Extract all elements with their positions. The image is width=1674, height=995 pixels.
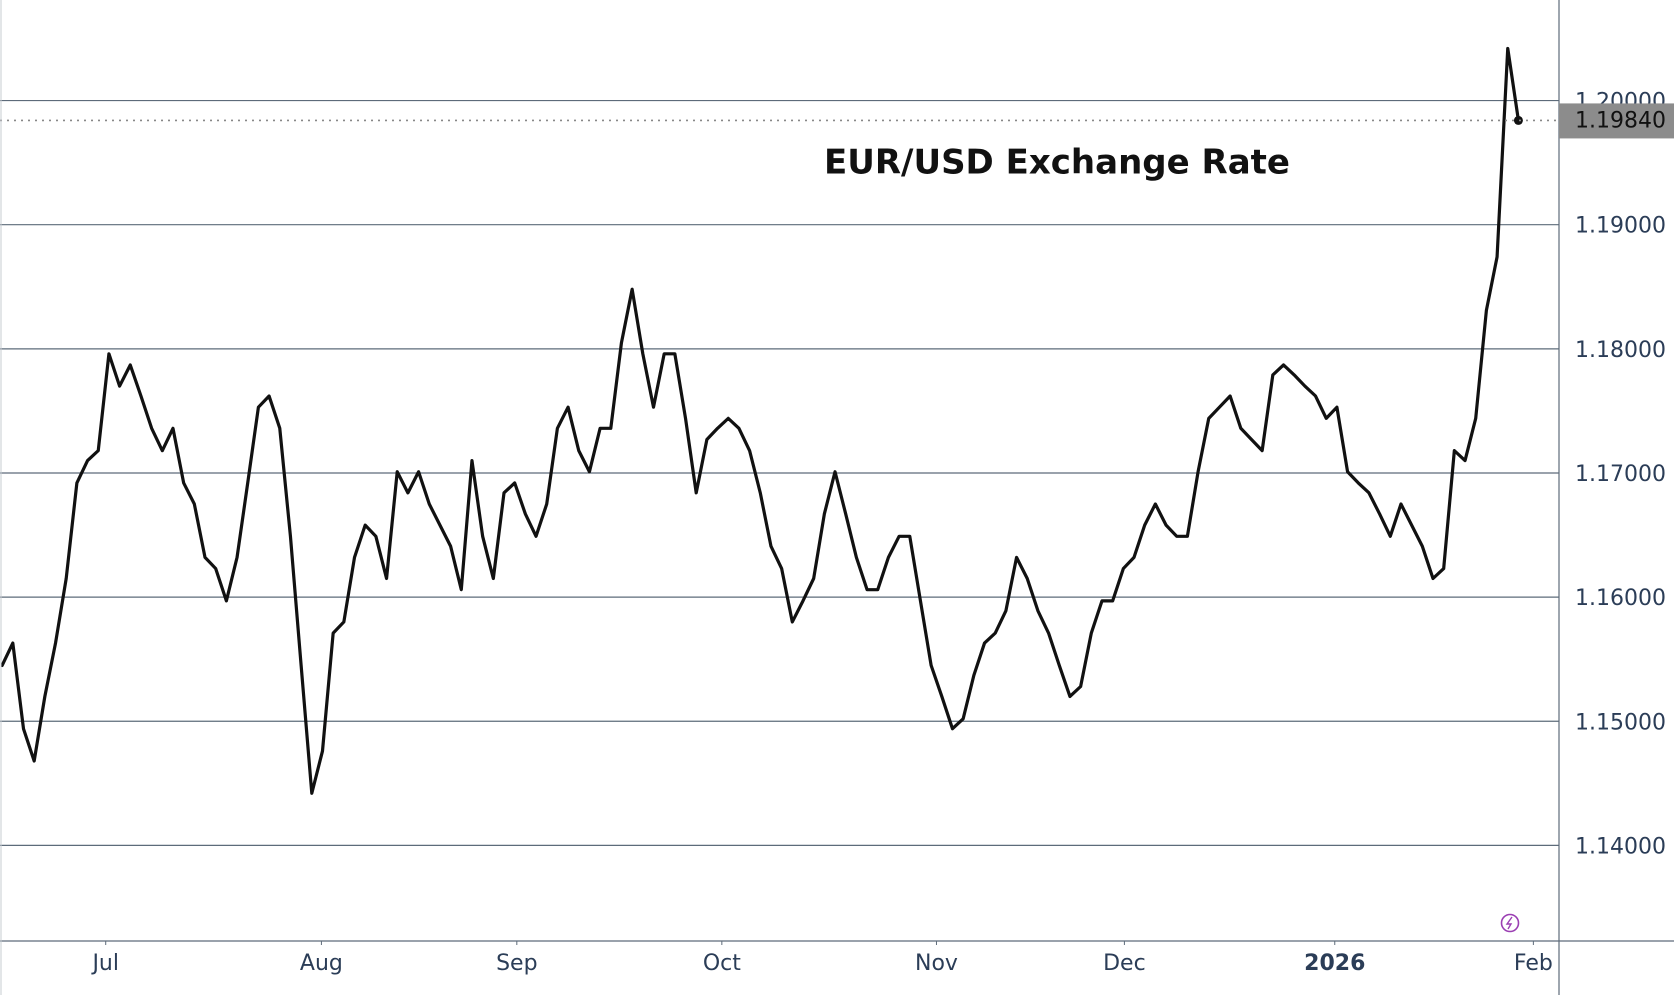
y-tick-label: 1.14000	[1575, 834, 1666, 859]
replay-icon[interactable]	[1500, 913, 1520, 933]
x-tick-label: Aug	[300, 951, 343, 976]
x-tick-label: 2026	[1304, 951, 1365, 976]
y-tick-label: 1.17000	[1575, 462, 1666, 487]
x-tick-label: Feb	[1514, 951, 1553, 976]
chart-title: EUR/USD Exchange Rate	[824, 143, 1290, 183]
grid	[0, 99, 1559, 847]
plot-area	[0, 46, 1559, 795]
x-tick-label: Nov	[915, 951, 958, 976]
axis-labels: 1.14000 1.15000 1.16000 1.17000 1.18000 1.190…	[90, 90, 1674, 976]
price-label-box	[1559, 103, 1674, 139]
y-tick-label: 1.16000	[1575, 586, 1666, 611]
price-label: 1.19840	[1575, 108, 1666, 133]
icon-bolt[interactable]	[1505, 916, 1513, 930]
last-point	[1513, 115, 1523, 125]
x-tick-label: Oct	[703, 951, 741, 976]
x-tick-label: Sep	[496, 951, 537, 976]
y-tick-label: 1.19000	[1575, 214, 1666, 239]
x-tick-label: Dec	[1103, 951, 1146, 976]
y-tick-label: 1.18000	[1575, 338, 1666, 363]
y-tick-label: 1.15000	[1575, 710, 1666, 735]
x-tick-label: Jul	[90, 951, 119, 976]
price-line	[0, 46, 1521, 795]
icon-circle[interactable]	[1500, 913, 1520, 933]
